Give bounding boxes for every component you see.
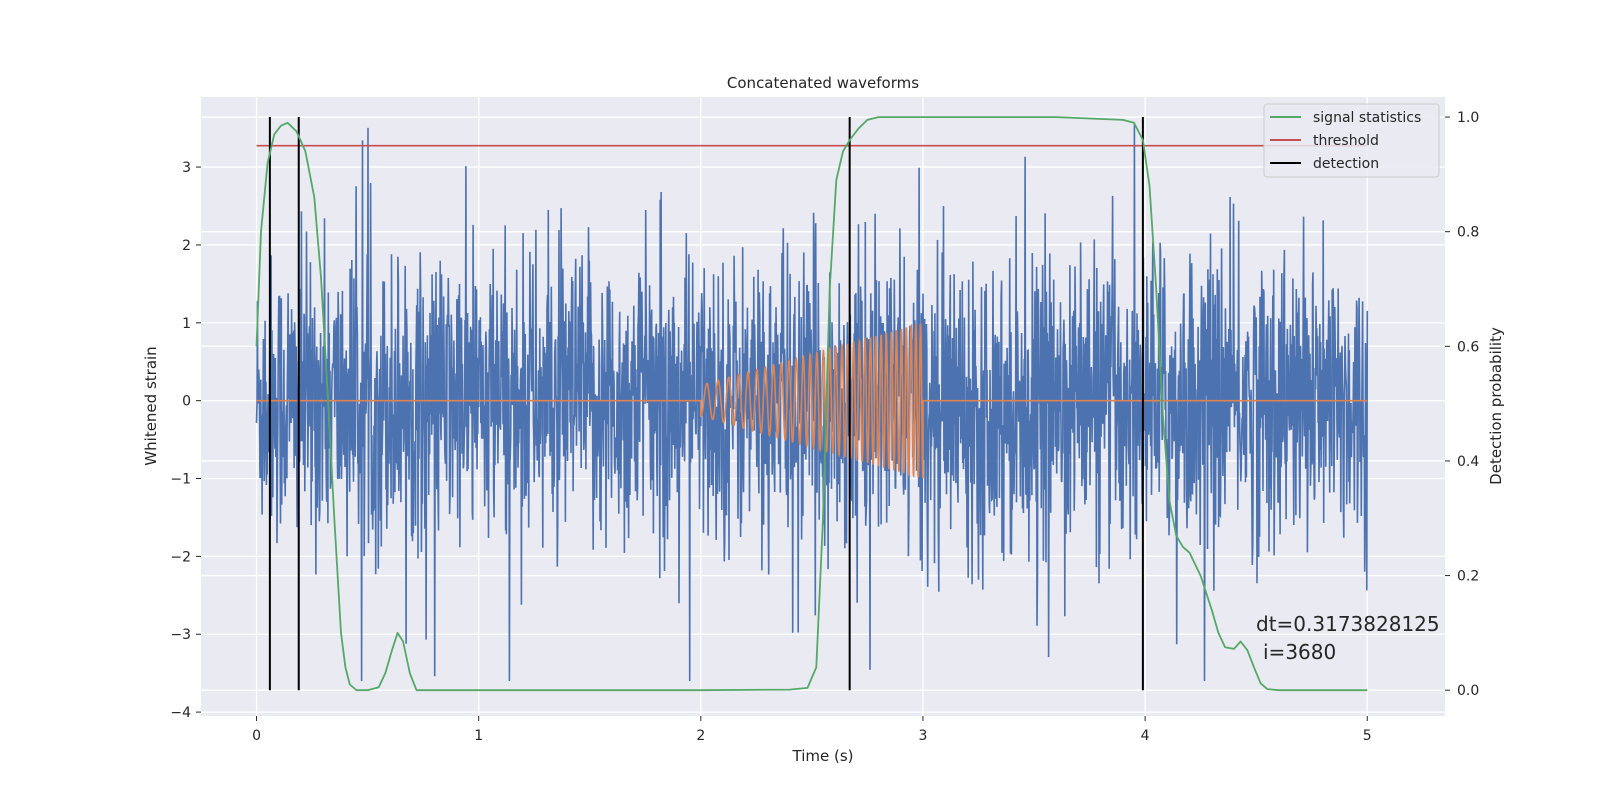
legend-label-detection: detection xyxy=(1313,156,1379,172)
y-tick-label: 0 xyxy=(182,394,191,410)
x-tick-label: 5 xyxy=(1363,728,1372,744)
y2-tick-label: 0.0 xyxy=(1457,683,1479,699)
annotation-dt: dt=0.3173828125 xyxy=(1256,612,1440,636)
legend-box xyxy=(1263,103,1440,178)
y2-axis-label: Detection probability xyxy=(1487,327,1505,485)
y-tick-label: 1 xyxy=(182,316,191,332)
x-tick-label: 4 xyxy=(1141,728,1150,744)
y-axis-label: Whitened strain xyxy=(142,346,160,465)
y2-tick-label: 0.6 xyxy=(1457,339,1479,355)
y2-tick-label: 0.8 xyxy=(1457,225,1479,241)
y-tick-label: 3 xyxy=(182,160,191,176)
chart-title: Concatenated waveforms xyxy=(727,74,919,92)
series-injection-line xyxy=(256,323,1368,479)
series-signal-statistics-line xyxy=(255,116,1368,692)
legend-label-threshold: threshold xyxy=(1313,133,1379,149)
y-tick-label: −4 xyxy=(170,705,191,721)
x-axis-label: Time (s) xyxy=(792,747,854,765)
x-tick-label: 0 xyxy=(252,728,261,744)
legend: signal statistics threshold detection xyxy=(1263,103,1440,178)
y2-tick-label: 0.2 xyxy=(1457,569,1479,585)
annotation-index: i=3680 xyxy=(1263,640,1336,664)
plot-area xyxy=(255,116,1369,692)
legend-label-signal-statistics: signal statistics xyxy=(1313,110,1421,126)
y-tick-label: 2 xyxy=(182,238,191,254)
y-tick-label: −2 xyxy=(170,549,191,565)
x-tick-label: 3 xyxy=(919,728,928,744)
x-tick-label: 2 xyxy=(696,728,705,744)
y-tick-label: −1 xyxy=(170,472,191,488)
x-tick-label: 1 xyxy=(474,728,483,744)
axes: 0 1 2 3 4 5 3 2 1 0 −1 −2 −3 −4 1.0 0.8 0.6 0.4 0.2 0.0 xyxy=(170,110,1479,744)
y2-tick-label: 1.0 xyxy=(1457,110,1479,126)
y-tick-label: −3 xyxy=(170,627,191,643)
y2-tick-label: 0.4 xyxy=(1457,454,1479,470)
